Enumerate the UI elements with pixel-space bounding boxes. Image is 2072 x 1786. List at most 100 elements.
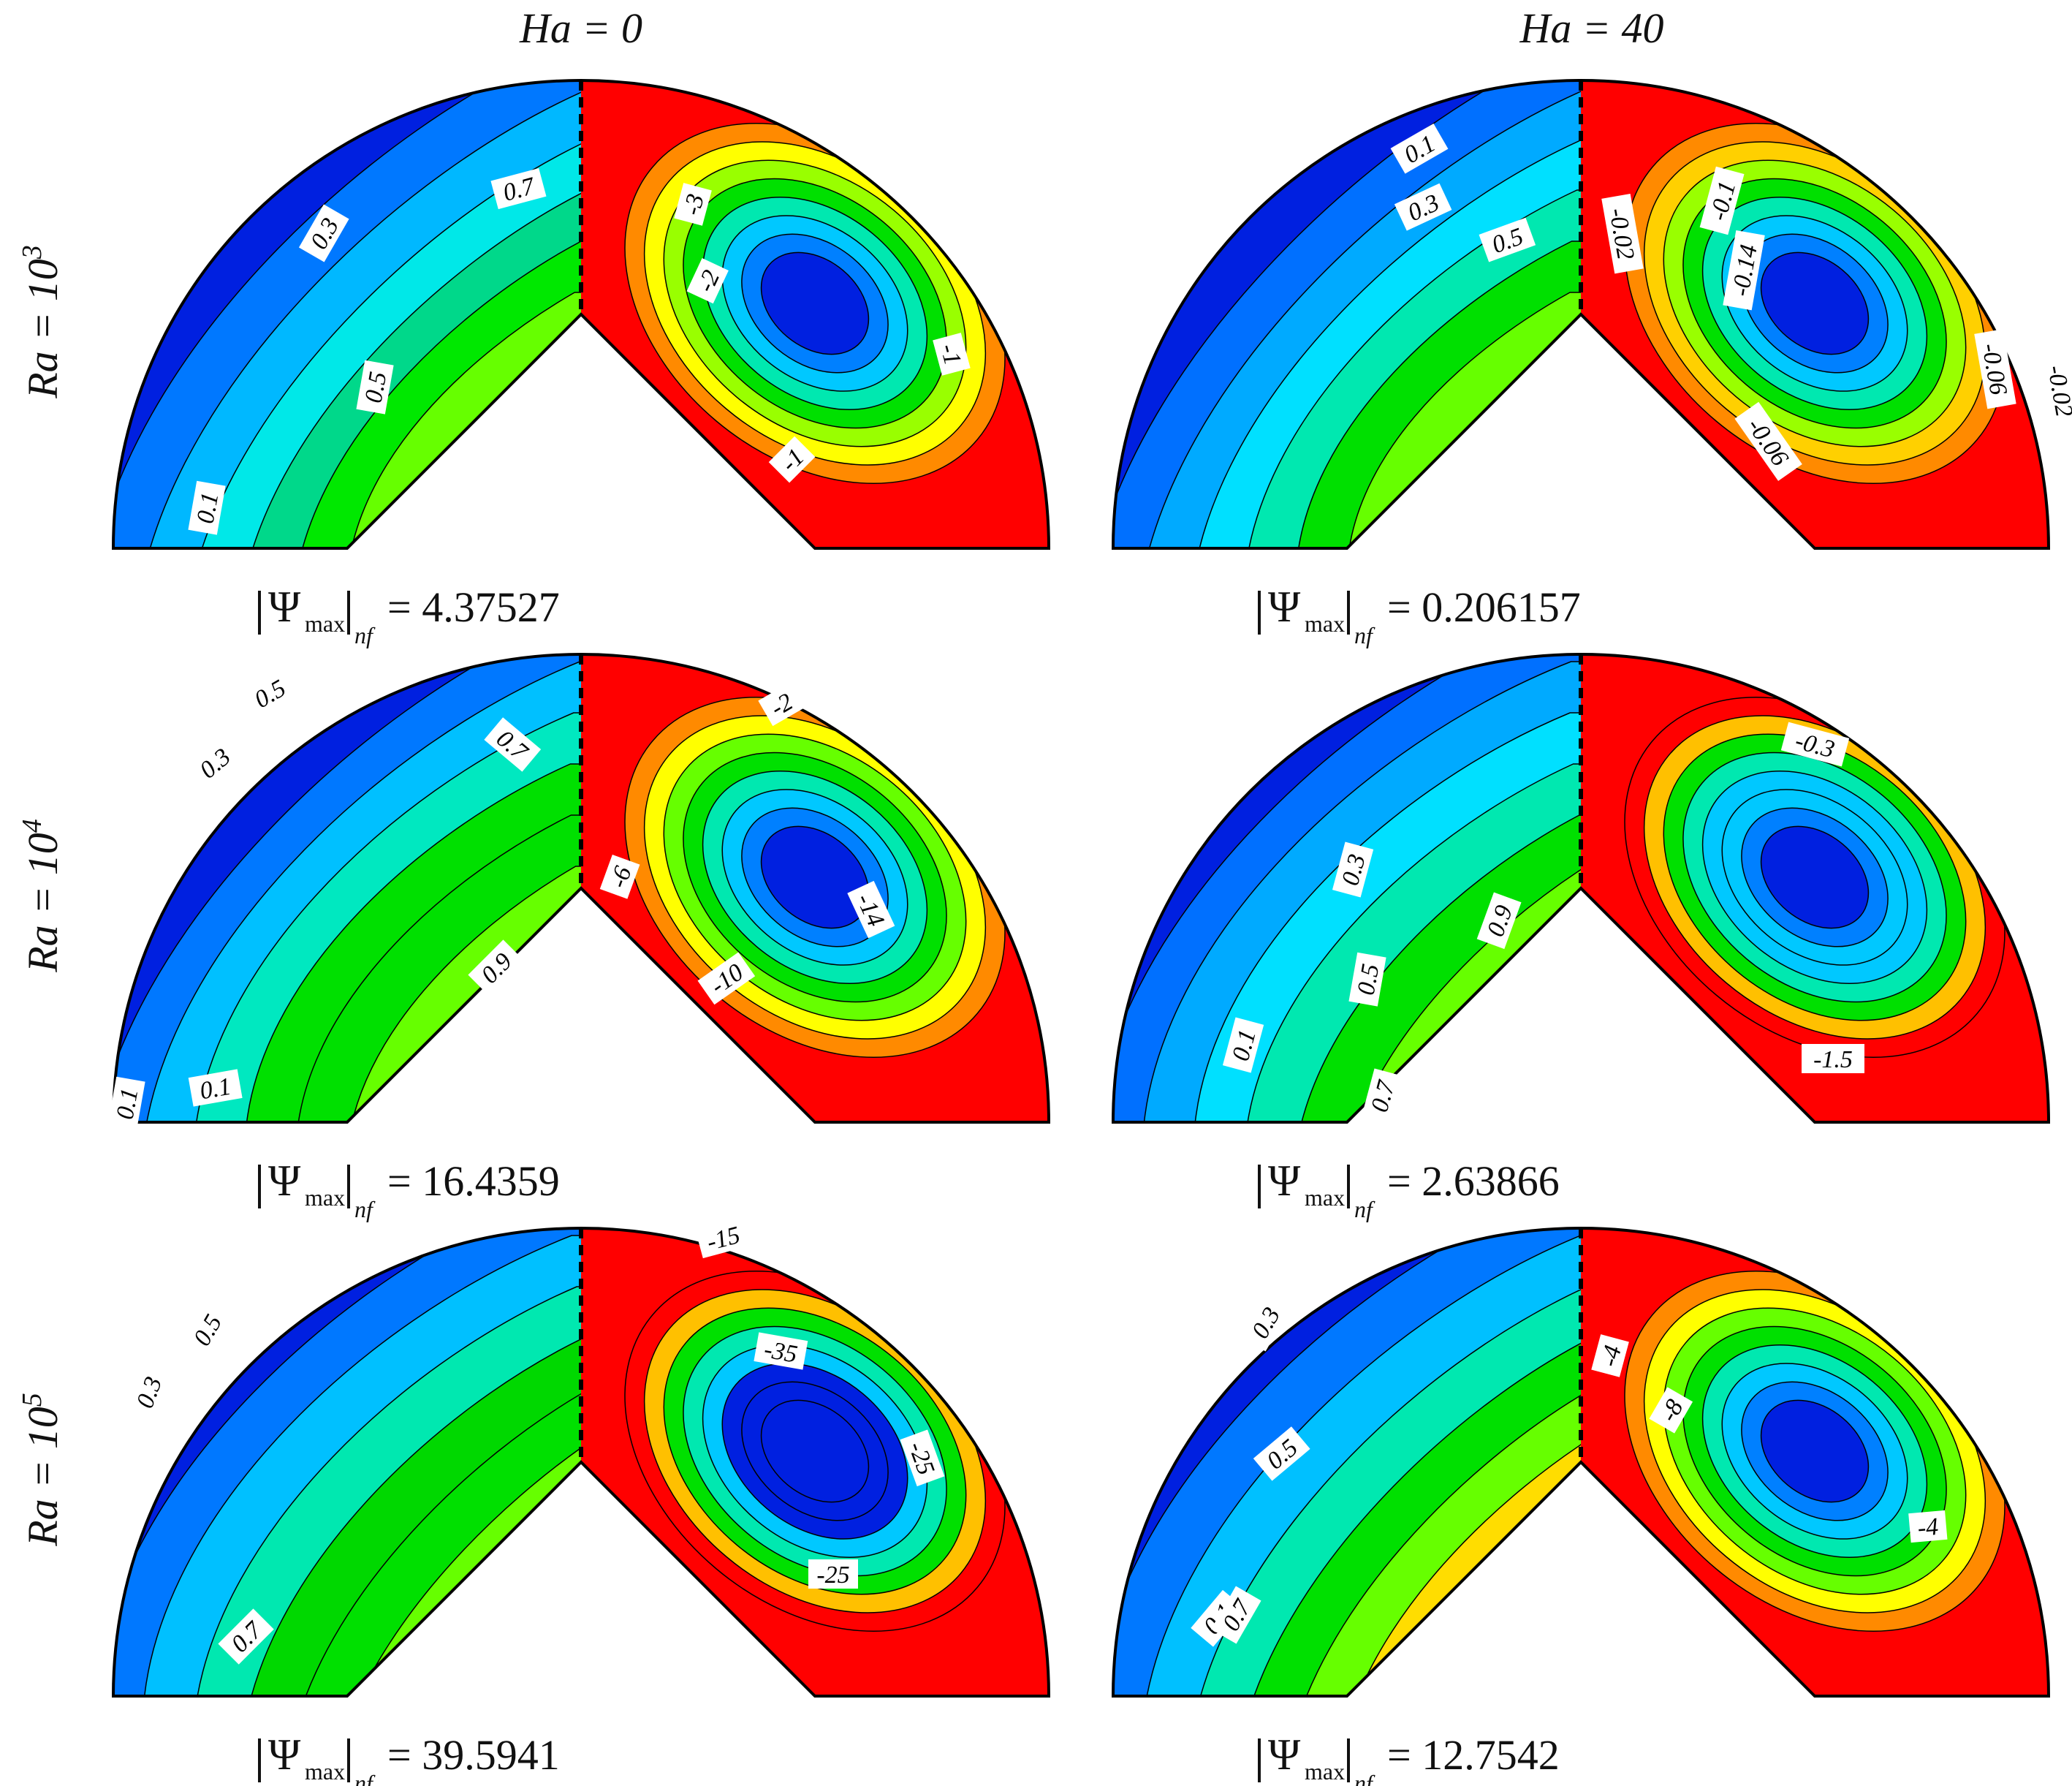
isotherm-band	[448, 1542, 581, 1696]
svg-text:max: max	[305, 1184, 345, 1211]
cavity-outline	[1111, 653, 2051, 1124]
isotherm-band	[499, 1019, 581, 1122]
isotherm-label: 0.3	[186, 735, 243, 790]
panel-ra4-ha40: 0.10.30.50.70.9-0.3-1.5Ψ max nf= 2.63866	[1111, 653, 2051, 1222]
streamline-band	[760, 1399, 870, 1503]
streamline-band	[1760, 251, 1870, 355]
streamline-label: -3	[674, 183, 712, 226]
streamline-label: -15	[695, 1216, 751, 1259]
cavity-outline	[111, 1227, 1051, 1698]
streamline-band	[1760, 825, 1870, 929]
streamline-band	[1760, 1399, 1870, 1503]
isotherm-band	[1449, 1542, 1581, 1696]
streamline-label: -0.14	[1723, 230, 1765, 311]
svg-text:max: max	[305, 1758, 345, 1785]
isotherm-band	[1499, 445, 1581, 548]
svg-text:nf: nf	[1354, 622, 1375, 648]
panel-ra3-ha0: 0.10.30.50.7 -3-2-1-1Ψ max nf= 4.37527	[111, 79, 1051, 648]
cavity-outline	[111, 79, 1051, 550]
row-header-ra-1e3: Ra = 103	[17, 245, 67, 399]
isotherm-field	[113, 80, 581, 548]
panel-grid: 0.10.30.50.7 -3-2-1-1Ψ max nf= 4.375270.10.…	[107, 79, 2072, 1786]
isotherm-band	[449, 394, 581, 548]
svg-text:Ψ: Ψ	[1268, 1730, 1301, 1779]
column-header-ha-0: Ha = 0	[519, 4, 642, 52]
svg-text:max: max	[1305, 1184, 1345, 1211]
svg-text:nf: nf	[354, 1770, 376, 1786]
streamline-band	[760, 251, 870, 355]
svg-text:-4: -4	[1916, 1513, 1939, 1542]
streamline-label: -0.02	[2040, 350, 2072, 431]
isotherm-field	[1113, 80, 1581, 548]
svg-text:-1.5: -1.5	[1813, 1046, 1853, 1073]
isotherm-label: 0.1	[188, 480, 226, 535]
streamline-field	[581, 80, 1049, 548]
cavity-outline	[1111, 1227, 2051, 1698]
streamline-field	[1581, 1228, 2049, 1696]
row-header-ra-1e4: Ra = 104	[17, 819, 67, 973]
svg-text:0.5: 0.5	[1353, 962, 1385, 997]
svg-text:Ψ: Ψ	[268, 583, 301, 631]
svg-text:nf: nf	[354, 1196, 376, 1222]
isotherm-field	[1113, 1228, 1581, 1696]
svg-text:Ψ: Ψ	[268, 1730, 301, 1779]
svg-text:max: max	[1305, 1758, 1345, 1785]
isotherm-label: 0.7	[1361, 1068, 1403, 1124]
isotherm-label: 0.1	[188, 1069, 243, 1107]
svg-text:0.1: 0.1	[112, 1086, 144, 1121]
streamline-label: -35	[754, 1332, 808, 1370]
isotherm-label: 0.1	[107, 1076, 145, 1131]
isotherm-label: 0.5	[1348, 952, 1386, 1007]
svg-text:nf: nf	[1354, 1770, 1375, 1786]
streamline-field	[581, 1228, 1049, 1696]
streamline-label: -0.1	[1699, 166, 1745, 235]
psi-max-value: = 2.63866	[1387, 1157, 1560, 1205]
isotherm-band	[1500, 1593, 1581, 1696]
svg-text:-35: -35	[762, 1336, 800, 1368]
row-header-ra-1e5: Ra = 105	[17, 1393, 67, 1547]
isotherm-label: 0.5	[240, 667, 299, 719]
psi-max-value: = 4.37527	[387, 583, 560, 631]
svg-text:-25: -25	[816, 1562, 849, 1589]
isotherm-label: 0.5	[181, 1301, 232, 1359]
svg-text:-0.02: -0.02	[2042, 363, 2072, 419]
column-header-ha-40: Ha = 40	[1519, 4, 1663, 52]
isotherm-band	[1449, 394, 1581, 548]
cavity-outline	[111, 653, 1051, 1124]
svg-text:Ψ: Ψ	[1268, 1157, 1301, 1205]
svg-text:0.1: 0.1	[192, 491, 224, 526]
streamline-field	[1581, 80, 2049, 548]
isotherm-label: 0.3	[126, 1363, 171, 1421]
cavity-outline	[1111, 79, 2051, 550]
isotherm-band	[1448, 968, 1581, 1122]
svg-text:nf: nf	[354, 622, 376, 648]
streamline-label: -2	[686, 258, 729, 304]
streamline-label: -6	[599, 854, 640, 899]
svg-text:Ψ: Ψ	[268, 1157, 301, 1205]
svg-text:Ψ: Ψ	[1268, 583, 1301, 631]
psi-max-value: = 39.5941	[387, 1731, 560, 1779]
isotherm-field	[113, 1228, 581, 1696]
isotherm-band	[500, 445, 581, 548]
isotherm-field	[1113, 654, 1581, 1122]
psi-max-value: = 16.4359	[387, 1157, 560, 1205]
psi-max-value: = 12.7542	[1387, 1731, 1560, 1779]
svg-text:0.1: 0.1	[198, 1073, 233, 1105]
isotherm-band	[1499, 1019, 1581, 1122]
streamline-label: -25	[808, 1559, 858, 1589]
svg-text:max: max	[305, 610, 345, 637]
svg-text:max: max	[1305, 610, 1345, 637]
panel-ra4-ha0: 0.10.30.50.70.9-2-6-10-14Ψ max nf= 16.4359	[107, 653, 1051, 1222]
isotherm-band	[448, 968, 581, 1122]
streamline-label: -1	[933, 333, 971, 376]
isotherm-field	[113, 654, 581, 1122]
svg-text:0.5: 0.5	[360, 370, 392, 405]
